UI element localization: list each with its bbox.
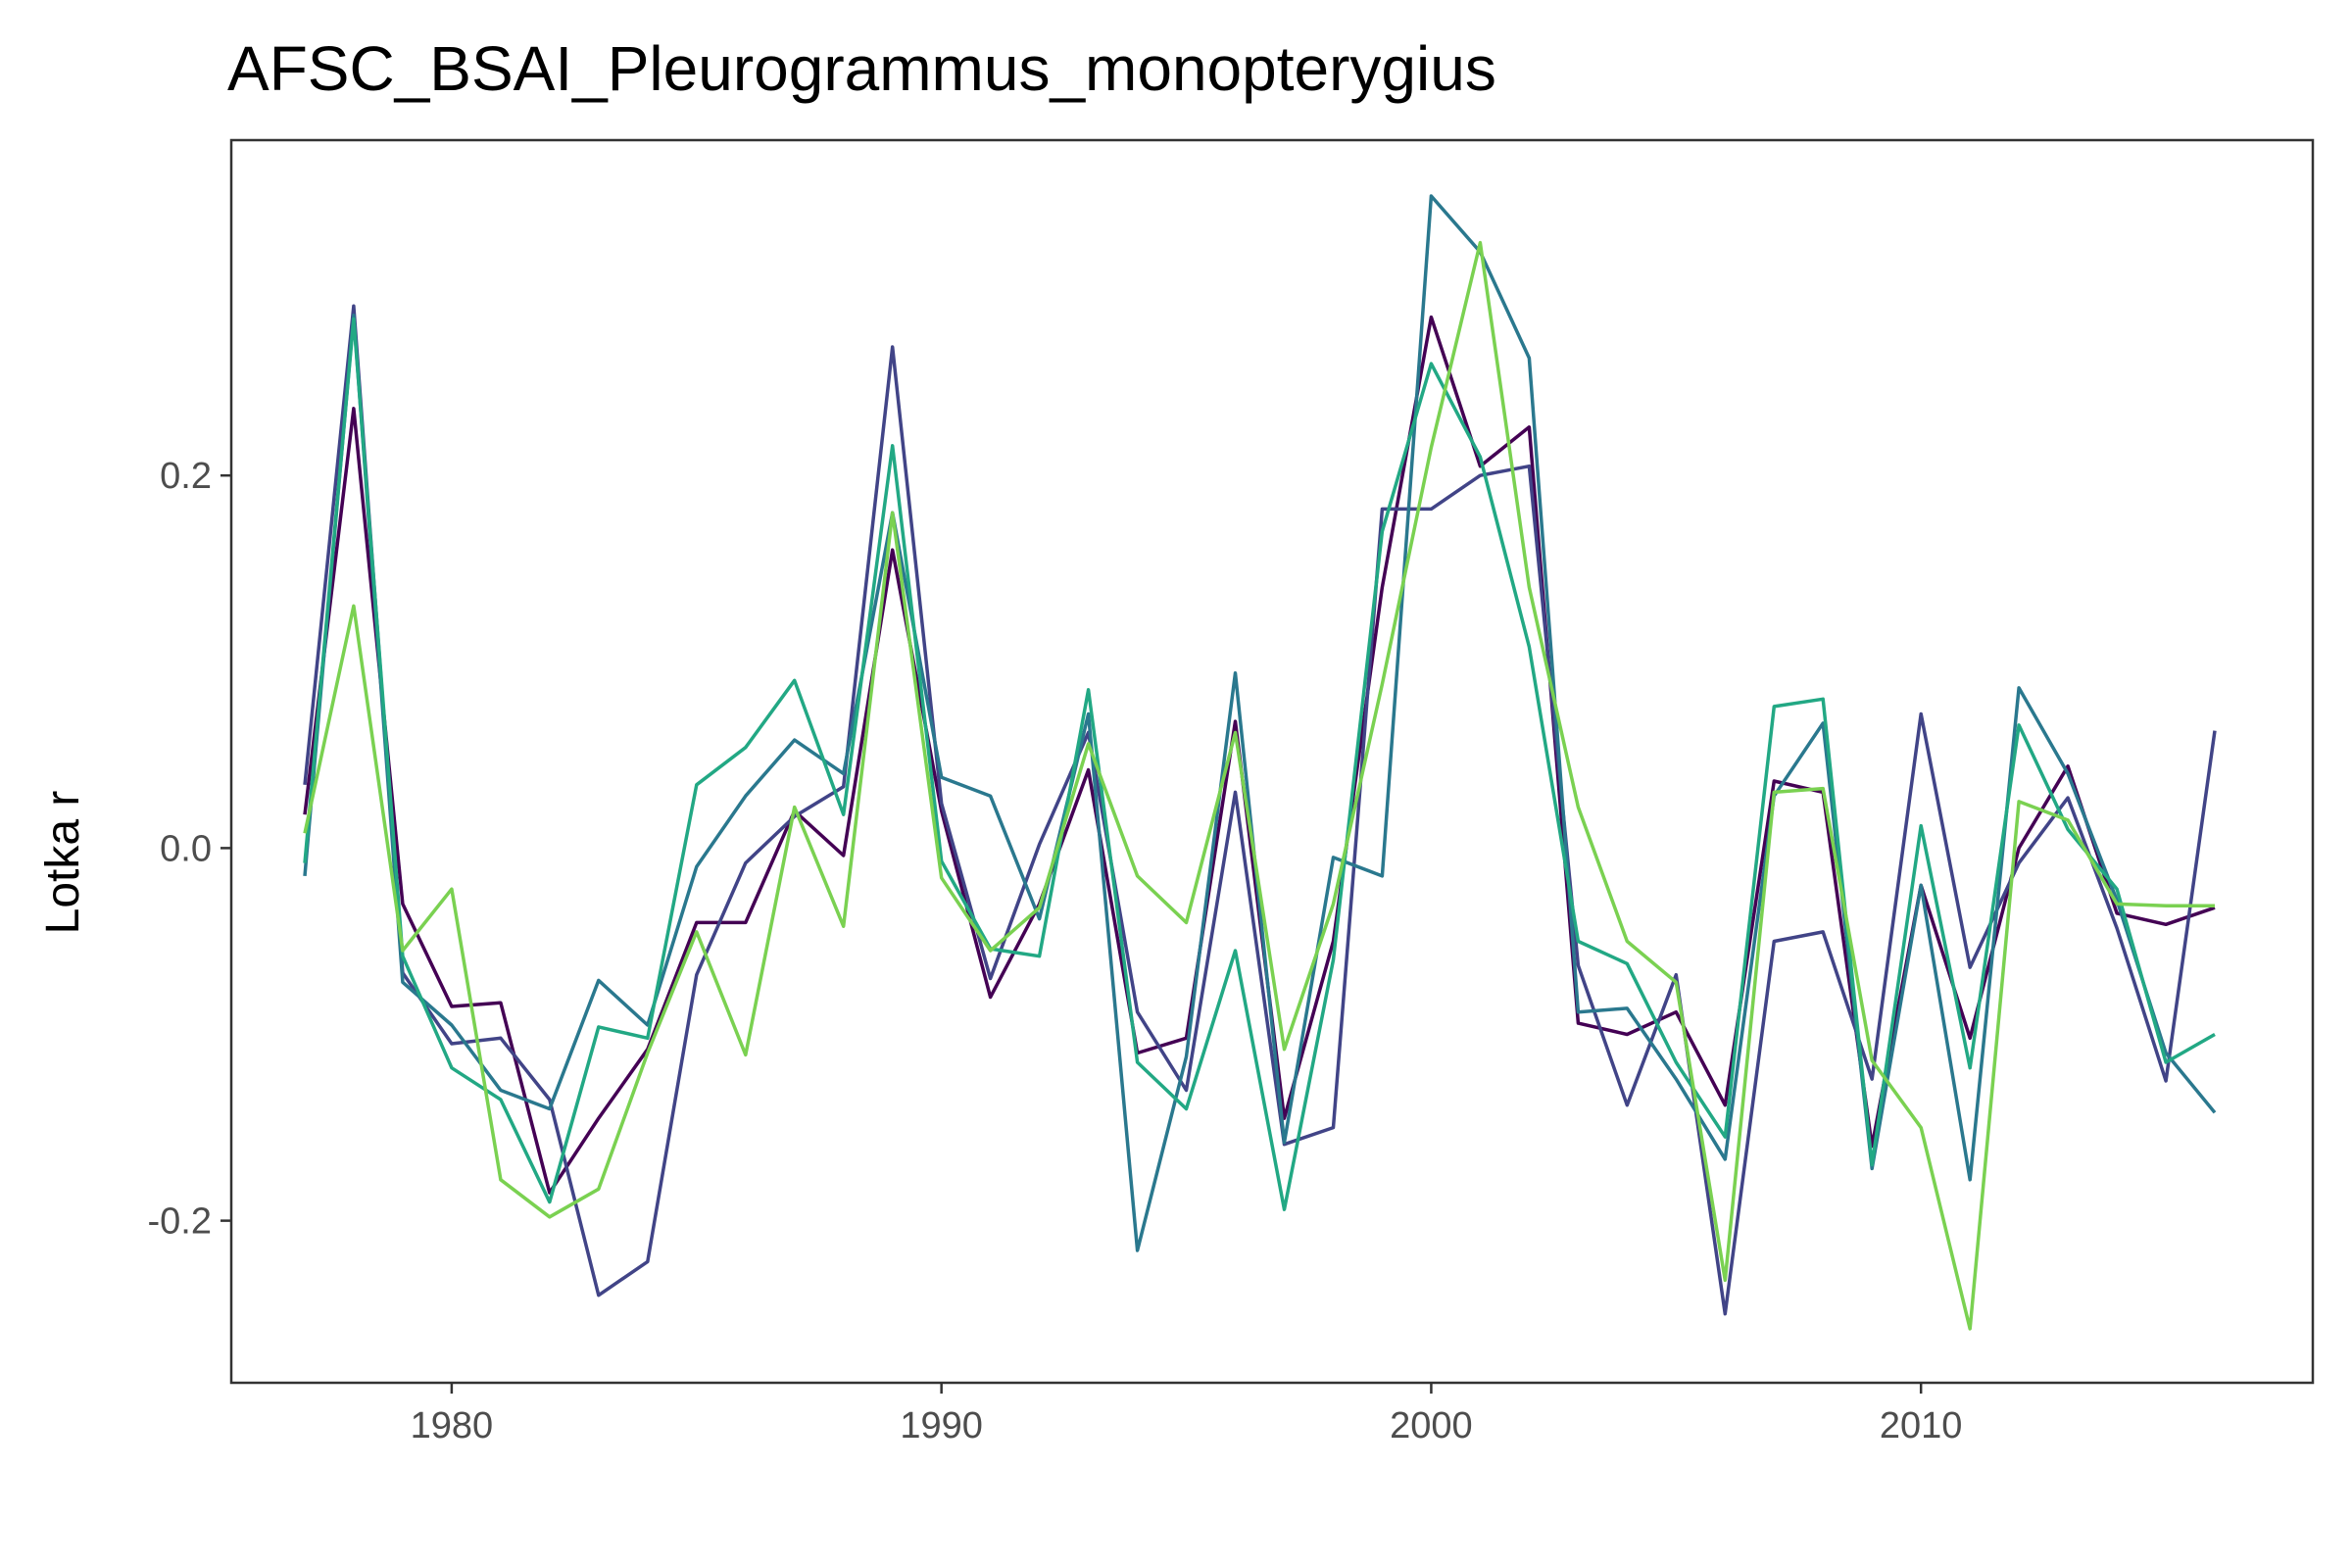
plot-panel [229, 138, 2315, 1385]
x-tick-label: 2010 [1880, 1405, 1963, 1446]
y-axis-label: Lotka r [37, 791, 89, 935]
y-axis: -0.2 0.0 0.2 [148, 456, 231, 1243]
series-line-3 [303, 194, 2217, 1252]
x-axis: 1980 1990 2000 2010 [411, 1383, 1963, 1446]
x-tick-label: 1980 [411, 1405, 494, 1446]
y-tick-label: -0.2 [148, 1201, 212, 1243]
series-layer [303, 194, 2217, 1331]
y-tick-label: 0.0 [160, 828, 212, 869]
x-tick-label: 2000 [1390, 1405, 1473, 1446]
series-line-5 [303, 240, 2215, 1331]
y-tick-label: 0.2 [160, 456, 212, 497]
series-line-2 [303, 304, 2217, 1316]
chart-title: AFSC_BSAI_Pleurogrammus_monopterygius [227, 33, 1496, 104]
series-line-4 [303, 317, 2216, 1211]
x-tick-label: 1990 [900, 1405, 983, 1446]
